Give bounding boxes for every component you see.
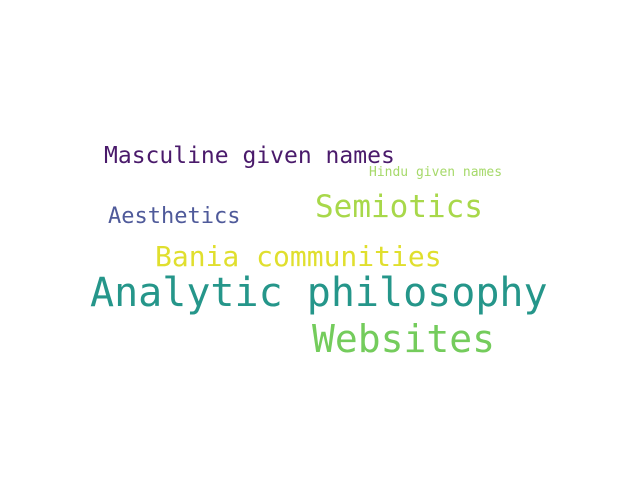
word-analytic-philosophy: Analytic philosophy <box>90 270 548 316</box>
word-bania-communities: Bania communities <box>155 240 442 273</box>
word-aesthetics: Aesthetics <box>108 204 241 229</box>
word-hindu-given-names: Hindu given names <box>369 165 503 180</box>
word-semiotics: Semiotics <box>315 189 483 225</box>
word-masculine-given-names: Masculine given names <box>104 143 395 169</box>
word-websites: Websites <box>312 317 496 361</box>
